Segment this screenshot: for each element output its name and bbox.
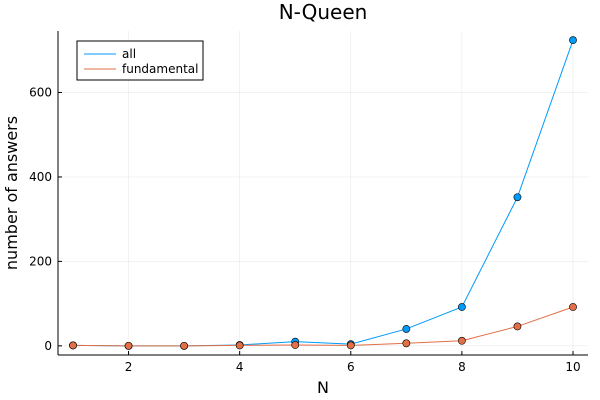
y-tick-label: 400 [29,170,52,184]
legend-label-fundamental: fundamental [122,62,198,76]
data-point-fundamental [513,322,522,331]
data-point-fundamental [235,341,244,350]
axes [57,31,588,356]
x-tick-label: 6 [347,360,355,374]
x-tick-label: 8 [458,360,466,374]
data-point-all [569,36,577,45]
data-point-all [457,303,466,311]
data-point-fundamental [180,341,189,350]
data-point-all [402,325,411,333]
data-point-fundamental [457,336,466,345]
x-tick-label: 10 [565,360,580,374]
y-ticks: 0 200 400 600 [29,86,62,353]
data-point-fundamental [402,339,411,348]
x-tick-label: 2 [125,360,133,374]
data-point-fundamental [569,303,577,311]
data-point-fundamental [69,341,77,350]
series-group [69,36,577,350]
y-tick-label: 0 [44,339,52,353]
y-tick-label: 200 [29,254,52,268]
data-point-fundamental [124,341,133,350]
data-point-all [513,193,522,202]
legend-label-all: all [122,47,136,61]
data-point-fundamental [346,341,355,350]
y-axis-label: number of answers [2,116,21,270]
x-ticks: 2 4 6 8 10 [125,351,581,374]
x-axis-label: N [317,378,329,397]
y-tick-label: 600 [29,86,52,100]
chart-title: N-Queen [279,0,368,24]
x-tick-label: 4 [236,360,244,374]
series-line-all [72,39,574,347]
legend-box [76,40,204,81]
data-point-fundamental [291,341,300,349]
series-line-fundamental [72,306,574,347]
